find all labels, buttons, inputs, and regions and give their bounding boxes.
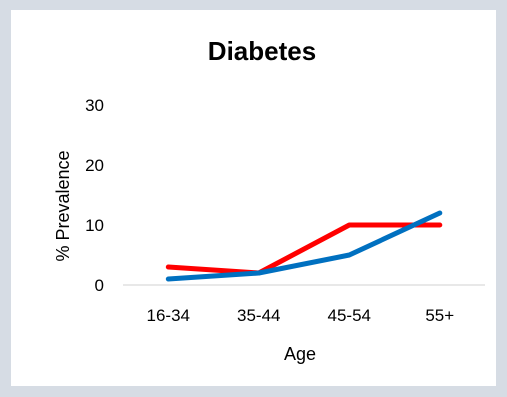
chart-title: Diabetes	[208, 36, 316, 66]
x-tick-label: 16-34	[147, 306, 190, 325]
x-ticks: 16-34 35-44 45-54 55+	[147, 306, 455, 325]
series-layer	[165, 210, 443, 282]
y-tick-label: 0	[95, 276, 104, 295]
y-ticks: 0 10 20 30	[85, 96, 104, 295]
x-tick-label: 55+	[425, 306, 454, 325]
y-tick-label: 20	[85, 156, 104, 175]
y-tick-label: 10	[85, 216, 104, 235]
series-line-2	[165, 210, 443, 282]
x-tick-label: 45-54	[328, 306, 371, 325]
x-tick-label: 35-44	[237, 306, 280, 325]
series-line-1	[165, 222, 443, 276]
x-axis-label: Age	[284, 344, 316, 364]
y-tick-label: 30	[85, 96, 104, 115]
y-axis-label: % Prevalence	[53, 150, 73, 261]
chart-panel	[11, 10, 496, 386]
